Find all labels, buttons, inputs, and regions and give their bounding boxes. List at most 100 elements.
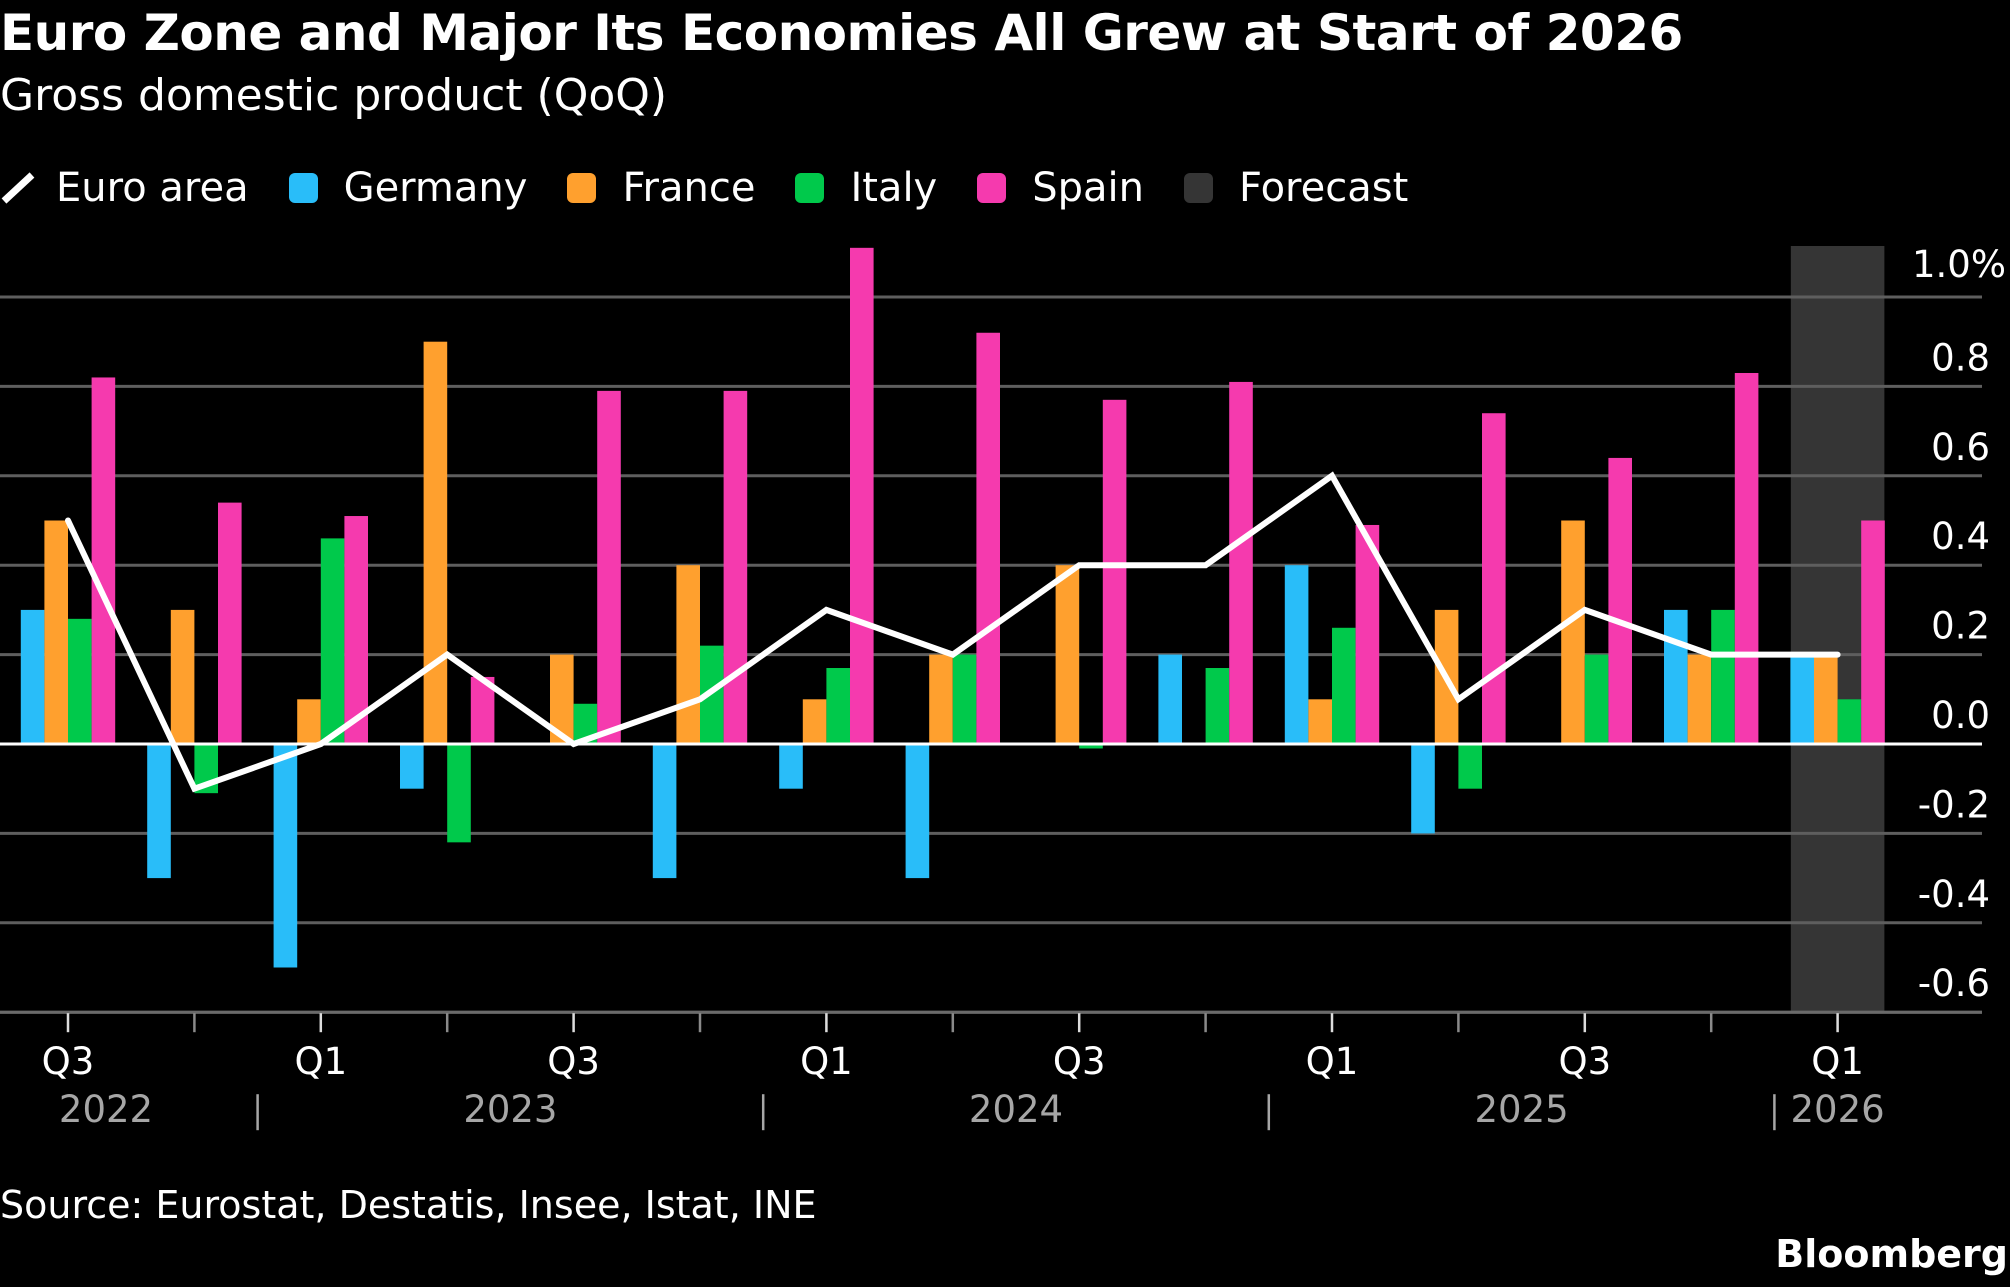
- line-slash-icon: [1, 172, 35, 204]
- bar-germany: [779, 744, 803, 789]
- bar-germany: [1158, 654, 1182, 744]
- bar-spain: [723, 390, 748, 744]
- bar-spain: [91, 377, 116, 744]
- bar-italy: [1205, 668, 1230, 744]
- x-year-label: 2025: [1475, 1088, 1569, 1131]
- bar-italy: [68, 618, 92, 744]
- bar-germany: [1790, 654, 1814, 744]
- legend-label: Germany: [343, 165, 528, 211]
- y-tick-label: 0.0: [1931, 694, 1990, 737]
- x-year-label: 2024: [969, 1088, 1063, 1131]
- bar-spain: [1355, 524, 1380, 744]
- bar-italy: [1837, 699, 1862, 744]
- bar-spain: [1734, 372, 1759, 744]
- bar-italy: [447, 744, 471, 843]
- legend-item-euro-area: Euro area: [0, 165, 249, 211]
- bar-germany: [400, 744, 424, 789]
- bar-spain: [1229, 381, 1253, 744]
- bar-france: [297, 699, 321, 744]
- legend-item-france: France: [567, 165, 755, 211]
- x-tick-label: Q3: [1053, 1040, 1106, 1083]
- bar-germany: [1411, 744, 1435, 834]
- bar-italy: [700, 645, 724, 744]
- x-year-label: 2022: [59, 1088, 153, 1131]
- bar-italy: [1711, 609, 1735, 744]
- france-swatch-icon: [567, 173, 597, 203]
- bar-spain: [470, 676, 495, 744]
- bar-spain: [1608, 457, 1632, 744]
- source-note: Source: Eurostat, Destatis, Insee, Istat…: [0, 1183, 817, 1227]
- legend-label: France: [622, 165, 756, 211]
- x-tick-label: Q3: [547, 1040, 600, 1083]
- x-tick-label: Q1: [800, 1040, 853, 1083]
- x-tick-label: Q3: [1558, 1040, 1611, 1083]
- bar-spain: [344, 516, 368, 744]
- bar-france: [423, 341, 448, 744]
- y-tick-label: 0.4: [1931, 515, 1990, 558]
- bar-germany: [652, 744, 677, 879]
- bar-france: [1814, 654, 1838, 744]
- bar-france: [1687, 654, 1712, 744]
- bar-germany: [1284, 565, 1309, 744]
- bar-france: [802, 699, 827, 744]
- bar-italy: [1584, 654, 1609, 744]
- bar-france: [1308, 699, 1332, 744]
- bar-italy: [826, 668, 850, 744]
- forecast-swatch-icon: [1184, 173, 1213, 203]
- legend-item-spain: Spain: [977, 165, 1144, 211]
- x-tick-label: Q3: [42, 1040, 95, 1083]
- y-tick-label: 0.6: [1931, 426, 1990, 469]
- legend-item-italy: Italy: [795, 165, 937, 211]
- legend-item-germany: Germany: [288, 165, 528, 211]
- y-tick-label: -0.6: [1918, 962, 1990, 1005]
- bar-italy: [320, 538, 345, 744]
- bar-germany: [1664, 609, 1688, 744]
- y-tick-label: 0.8: [1931, 336, 1990, 379]
- bar-spain: [597, 390, 621, 744]
- bar-spain: [1861, 520, 1885, 744]
- bar-france: [1055, 565, 1080, 744]
- spain-swatch-icon: [977, 173, 1007, 203]
- y-tick-label: 0.2: [1931, 605, 1990, 648]
- bar-spain: [1482, 413, 1506, 744]
- bar-italy: [952, 654, 977, 744]
- legend-item-forecast: Forecast: [1184, 165, 1408, 211]
- x-tick-label: Q1: [1306, 1040, 1359, 1083]
- x-tick-label: Q1: [294, 1040, 347, 1083]
- bar-germany: [147, 744, 171, 879]
- bar-france: [676, 565, 700, 744]
- x-year-label: 2026: [1791, 1088, 1885, 1131]
- bar-france: [550, 654, 574, 744]
- bar-spain: [1102, 399, 1127, 744]
- bar-germany: [20, 609, 45, 744]
- bar-germany: [273, 744, 298, 968]
- chart-title: Euro Zone and Major Its Economies All Gr…: [0, 4, 1683, 62]
- bar-france: [170, 609, 195, 744]
- legend-label: Italy: [850, 165, 938, 211]
- bar-italy: [573, 703, 598, 744]
- y-tick-label: -0.2: [1918, 783, 1990, 826]
- bar-spain: [218, 502, 242, 744]
- chart-subtitle: Gross domestic product (QoQ): [0, 70, 668, 121]
- bar-france: [1561, 520, 1585, 744]
- bar-italy: [1458, 744, 1482, 789]
- x-year-label: 2023: [463, 1088, 557, 1131]
- y-tick-label: -0.4: [1918, 873, 1990, 916]
- germany-swatch-icon: [288, 173, 318, 203]
- legend-label: Forecast: [1239, 165, 1409, 211]
- bar-spain: [850, 247, 874, 744]
- italy-swatch-icon: [795, 173, 825, 203]
- bar-italy: [1332, 627, 1356, 744]
- bar-spain: [976, 332, 1000, 744]
- legend: Euro area Germany France Italy Spain For…: [0, 162, 1448, 214]
- bar-italy: [1079, 744, 1103, 749]
- bar-germany: [905, 744, 930, 879]
- legend-label: Spain: [1032, 165, 1144, 211]
- y-tick-label: 1.0%: [1912, 243, 2006, 286]
- bar-france: [929, 654, 953, 744]
- legend-label: Euro area: [56, 165, 249, 211]
- x-tick-label: Q1: [1811, 1040, 1864, 1083]
- bar-france: [44, 520, 68, 744]
- bloomberg-logo: Bloomberg: [1775, 1232, 2008, 1276]
